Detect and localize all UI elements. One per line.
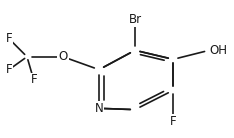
Text: F: F bbox=[6, 63, 12, 76]
Text: OH: OH bbox=[209, 44, 227, 57]
Text: F: F bbox=[170, 115, 177, 128]
Text: O: O bbox=[58, 50, 68, 63]
Text: N: N bbox=[95, 102, 103, 115]
Text: F: F bbox=[30, 73, 37, 87]
Text: F: F bbox=[6, 32, 12, 45]
Text: Br: Br bbox=[128, 13, 142, 26]
